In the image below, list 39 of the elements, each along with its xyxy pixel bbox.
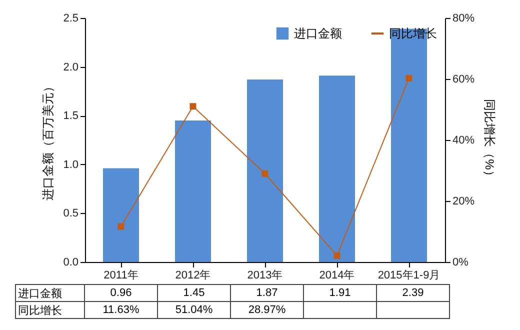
data-label: 11.63%: [84, 302, 158, 318]
bar: [247, 79, 283, 262]
y-tick-label: 1.0: [63, 158, 78, 171]
y2-tick-label: 0%: [452, 256, 469, 268]
x-tick-label: 2011年: [104, 270, 138, 282]
bar: [391, 28, 427, 262]
bar: [103, 168, 139, 262]
y-tick-label: 2.0: [63, 61, 78, 74]
x-tick-label: 2015年1-9月: [378, 270, 440, 282]
legend-label: 进口金额: [294, 26, 342, 40]
y2-tick-label: 80%: [452, 12, 475, 24]
y-tick-label: 0.5: [63, 208, 78, 220]
y-tick-label: 2.5: [63, 12, 78, 24]
data-label: 2.39: [376, 284, 450, 302]
x-tick-label: 2014年: [319, 270, 355, 282]
y-axis-title: 进口金额（百万美元）: [41, 80, 56, 200]
data-label: 1.87: [230, 284, 304, 302]
data-label: 1.91: [304, 284, 376, 302]
point: [118, 223, 124, 230]
y-tick-label: 1.5: [63, 110, 78, 122]
data-label: 28.97%: [230, 302, 304, 318]
x-tick-label: 2012年: [175, 270, 211, 282]
data-label: 1.45: [158, 284, 230, 302]
point: [190, 103, 196, 110]
y2-tick-label: 40%: [452, 134, 475, 146]
y-tick-label: 0.0: [63, 256, 78, 268]
text: 同比增长: [18, 304, 62, 316]
text: 进口金额: [18, 288, 62, 300]
x-tick-label: 2013年: [247, 270, 283, 282]
data-label: 51.04%: [158, 302, 230, 318]
y2-tick-label: 60%: [452, 74, 475, 86]
y2-axis-title: 同比增长（%）: [482, 99, 497, 182]
y2-tick-label: 20%: [452, 196, 475, 208]
bar: [319, 76, 355, 262]
bar: [175, 120, 211, 262]
point: [406, 74, 412, 82]
point: [334, 252, 340, 259]
data-label: 0.96: [84, 284, 158, 302]
point: [262, 170, 268, 177]
